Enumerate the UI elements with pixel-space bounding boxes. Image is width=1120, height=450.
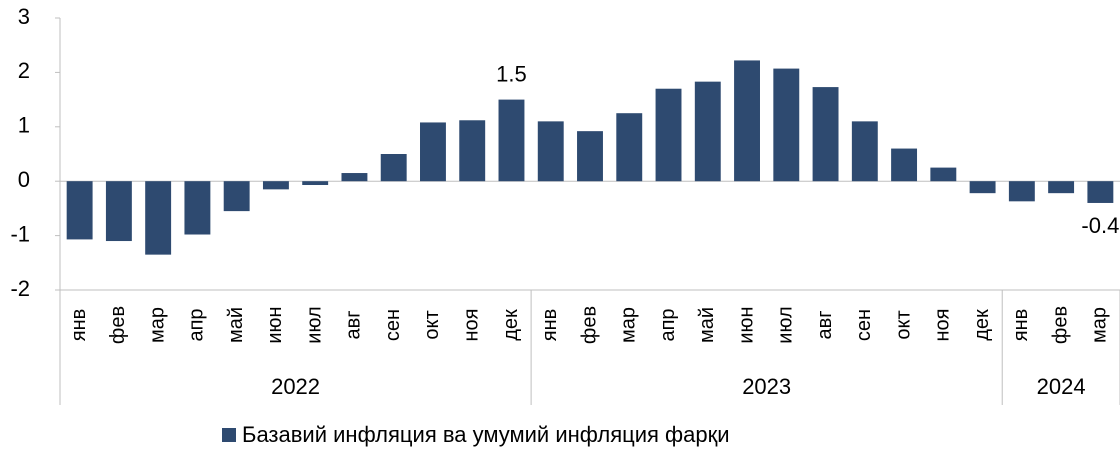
bar [812, 87, 839, 182]
bar [851, 121, 878, 182]
bar [302, 181, 329, 186]
x-tick-label: окт [421, 310, 443, 339]
bar [223, 181, 250, 212]
x-tick-label: сен [853, 309, 875, 341]
x-tick-label: янв [539, 309, 561, 342]
bar [1087, 181, 1114, 203]
bar [734, 60, 760, 182]
legend-label: Базавий инфляция ва умумий инфляция фарқ… [242, 422, 730, 447]
bar [66, 181, 93, 240]
group-label: 2023 [742, 374, 791, 399]
bar [341, 173, 368, 182]
x-tick-label: янв [68, 309, 90, 342]
bar [459, 120, 486, 182]
bar [420, 122, 446, 182]
bar [1008, 181, 1035, 202]
x-tick-label: окт [892, 310, 914, 339]
x-tick-label: июл [303, 306, 325, 343]
bar [891, 148, 918, 182]
x-tick-label: май [696, 307, 718, 343]
group-label: 2024 [1037, 374, 1086, 399]
y-tick-label: 3 [18, 4, 30, 29]
x-tick-label: апр [657, 308, 679, 341]
data-label: -0.4 [1081, 213, 1119, 238]
y-tick-label: 1 [18, 113, 30, 138]
y-tick-label: 0 [18, 167, 30, 192]
x-tick-label: фев [1049, 306, 1071, 344]
bar [655, 88, 682, 182]
x-tick-label: ноя [932, 309, 954, 342]
x-tick-label: дек [500, 309, 522, 341]
bar [1048, 181, 1075, 194]
bar [694, 81, 721, 182]
x-tick-label: авг [343, 310, 365, 339]
bar [262, 181, 289, 190]
bar [577, 131, 603, 182]
y-tick-label: 2 [18, 58, 30, 83]
x-tick-label: мар [146, 307, 168, 343]
bar [537, 121, 564, 182]
bar [105, 181, 132, 242]
x-tick-label: дек [971, 309, 993, 341]
data-label: 1.5 [496, 61, 527, 86]
x-tick-label: мар [1089, 307, 1111, 343]
x-tick-label: фев [578, 306, 600, 344]
x-tick-label: июн [264, 306, 286, 343]
x-tick-label: ноя [461, 309, 483, 342]
legend-swatch [222, 428, 236, 442]
bar [498, 99, 525, 182]
x-tick-label: апр [186, 308, 208, 341]
x-tick-label: май [225, 307, 247, 343]
bar [145, 181, 172, 255]
bar [184, 181, 211, 235]
bar [930, 167, 957, 182]
x-tick-label: июн [735, 306, 757, 343]
x-tick-label: июл [775, 306, 797, 343]
bar [773, 68, 800, 182]
bar [969, 181, 996, 194]
group-label: 2022 [271, 374, 320, 399]
y-tick-label: -2 [10, 276, 30, 301]
x-tick-label: янв [1010, 309, 1032, 342]
y-tick-label: -1 [10, 221, 30, 246]
x-tick-label: авг [814, 310, 836, 339]
bar [616, 113, 643, 182]
x-tick-label: фев [107, 306, 129, 344]
x-tick-label: мар [618, 307, 640, 343]
x-tick-label: сен [382, 309, 404, 341]
bar [380, 154, 407, 182]
